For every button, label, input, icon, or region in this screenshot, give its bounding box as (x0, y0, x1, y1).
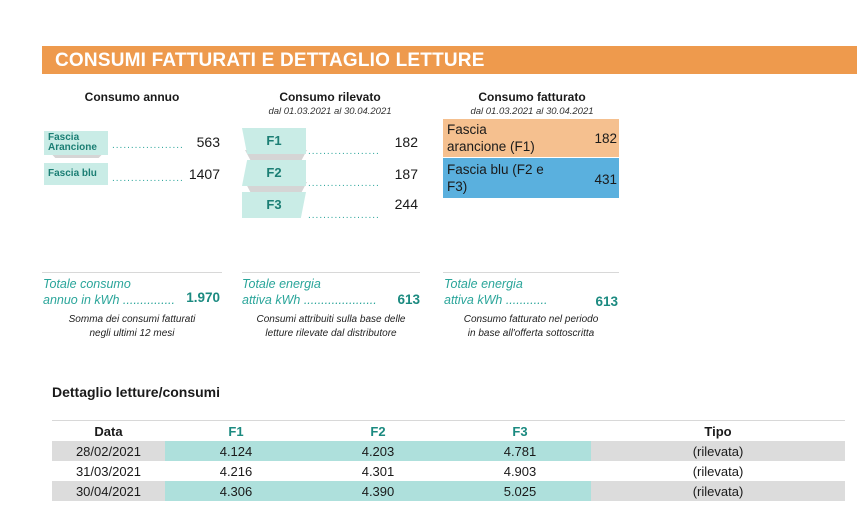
annuo-value-arancione: 563 (196, 134, 220, 150)
table-row: 31/03/2021 4.216 4.301 4.903 (rilevata) (52, 461, 845, 481)
cell-tipo: (rilevata) (591, 461, 845, 481)
divider (443, 272, 619, 273)
rilevato-value-f3: 244 (394, 196, 418, 212)
col-header-f2: F2 (370, 423, 386, 439)
fatturato-title: Consumo fatturato (478, 90, 586, 104)
table-row: 28/02/2021 4.124 4.203 4.781 (rilevata) (52, 441, 845, 461)
rilevato-period: dal 01.03.2021 al 30.04.2021 (268, 106, 392, 117)
section-title: CONSUMI FATTURATI E DETTAGLIO LETTURE (55, 50, 485, 71)
rilevato-title: Consumo rilevato (279, 90, 381, 104)
rilevato-total-label: Totale energia attiva kWh ..............… (242, 277, 377, 307)
col-header-data: Data (94, 423, 123, 439)
fatturato-value-arancione: 182 (594, 131, 617, 146)
annuo-note: Somma dei consumi fatturati negli ultimi… (68, 314, 196, 339)
fatturato-label-blu: Fascia blu (F2 e F3) (447, 162, 544, 194)
fatturato-period: dal 01.03.2021 al 30.04.2021 (470, 106, 594, 117)
cell-f1: 4.216 (165, 461, 307, 481)
col-header-f1: F1 (228, 423, 244, 439)
annuo-value-blu: 1407 (188, 166, 220, 182)
tag-label: F3 (242, 192, 306, 218)
fatturato-row-arancione: Fascia arancione (F1) 182 (443, 119, 619, 157)
rilevato-note: Consumi attribuiti sulla base delle lett… (256, 314, 406, 339)
dot-leader: .................... (308, 178, 378, 189)
fatturato-note: Consumo fatturato nel periodo in base al… (463, 314, 599, 339)
divider (242, 272, 420, 273)
table-row: 30/04/2021 4.306 4.390 5.025 (rilevata) (52, 481, 845, 501)
col-header-f3: F3 (512, 423, 528, 439)
annuo-total-label: Totale consumo annuo in kWh ............… (43, 277, 176, 307)
section-banner: CONSUMI FATTURATI E DETTAGLIO LETTURE (42, 46, 857, 74)
cell-data: 28/02/2021 (52, 441, 165, 461)
cell-f2: 4.301 (307, 461, 449, 481)
cell-data: 30/04/2021 (52, 481, 165, 501)
table-header-row: Data F1 F2 F3 Tipo (52, 420, 845, 442)
col-header-tipo: Tipo (704, 423, 732, 439)
cell-f1: 4.124 (165, 441, 307, 461)
divider (42, 272, 222, 273)
fatturato-value-blu: 431 (594, 172, 617, 187)
cell-f1: 4.306 (165, 481, 307, 501)
dettaglio-title: Dettaglio letture/consumi (52, 384, 221, 400)
dot-leader: .................... (308, 210, 378, 221)
fatturato-total-label: Totale energia attiva kWh ............ (444, 277, 548, 307)
fatturato-label-arancione: Fascia arancione (F1) (447, 122, 535, 154)
cell-f3: 4.903 (449, 461, 591, 481)
cell-f2: 4.390 (307, 481, 449, 501)
fatturato-total-value: 613 (595, 294, 618, 309)
rilevato-value-f2: 187 (394, 166, 418, 182)
dot-leader: .................... (112, 173, 182, 184)
tag-label: F2 (242, 160, 306, 186)
dot-leader: .................... (308, 146, 378, 157)
fatturato-row-blu: Fascia blu (F2 e F3) 431 (443, 158, 619, 198)
rilevato-value-f1: 182 (394, 134, 418, 150)
cell-f3: 5.025 (449, 481, 591, 501)
rilevato-total-value: 613 (397, 292, 420, 307)
cell-f3: 4.781 (449, 441, 591, 461)
tag-label: Fascia blu (44, 163, 108, 185)
annuo-total-value: 1.970 (186, 290, 220, 305)
annuo-title: Consumo annuo (84, 90, 180, 104)
letture-table: Data F1 F2 F3 Tipo 28/02/2021 4.124 4.20… (52, 420, 845, 501)
cell-data: 31/03/2021 (52, 461, 165, 481)
tag-label: Fascia Arancione (44, 131, 108, 155)
dot-leader: .................... (112, 140, 182, 151)
cell-tipo: (rilevata) (591, 441, 845, 461)
tag-label: F1 (242, 128, 306, 154)
cell-f2: 4.203 (307, 441, 449, 461)
cell-tipo: (rilevata) (591, 481, 845, 501)
